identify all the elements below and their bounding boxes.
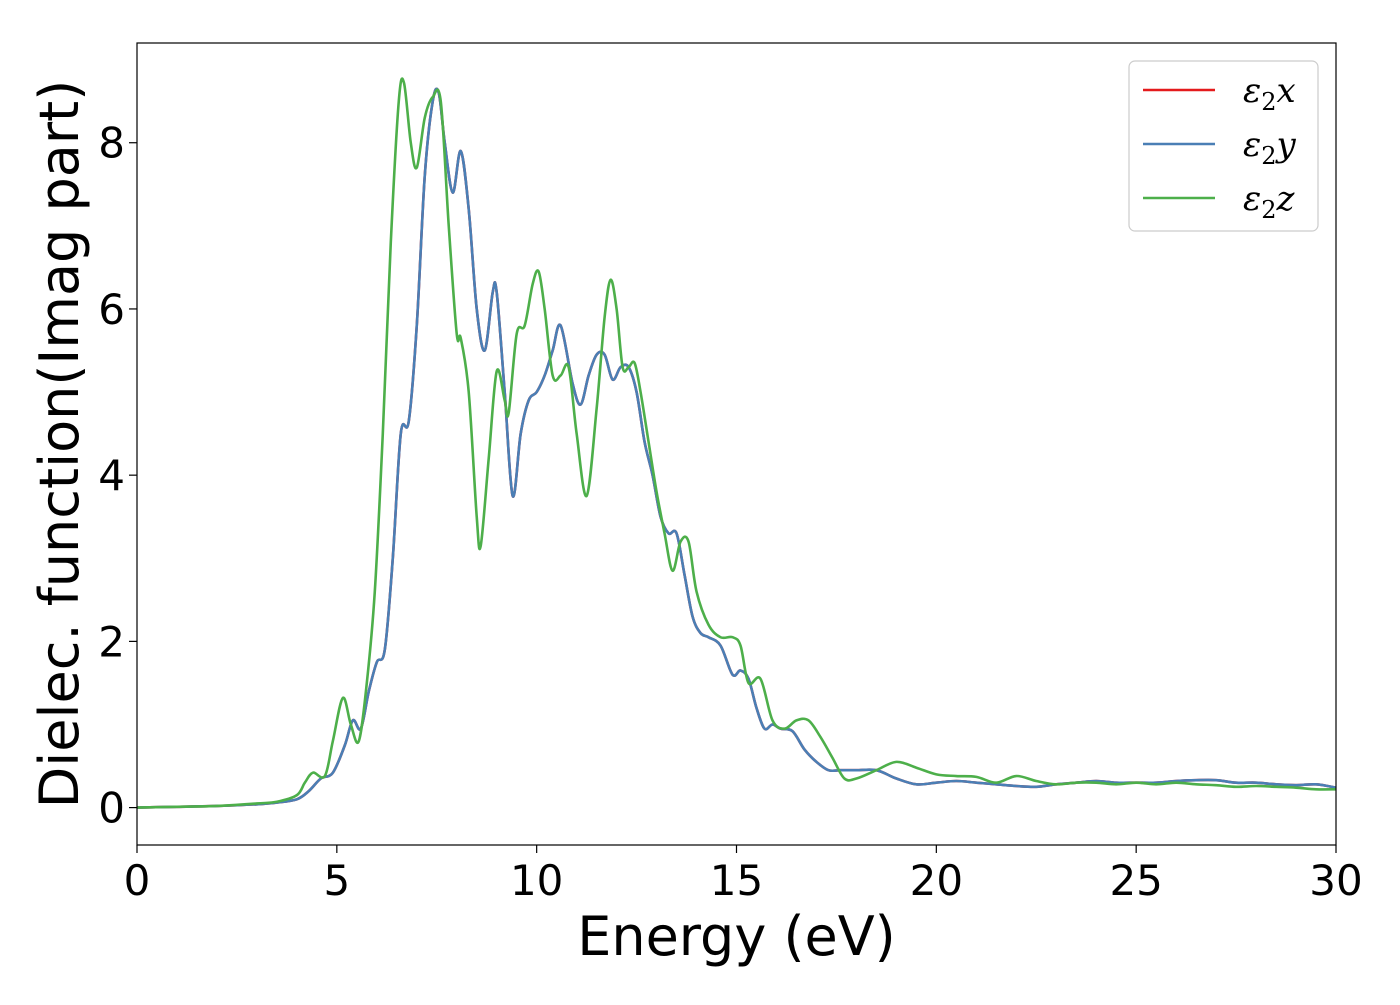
series-line-z	[137, 77, 1336, 809]
series-line-y	[137, 87, 1336, 809]
legend-box	[1128, 60, 1319, 232]
legend-label-sub: 2	[1261, 88, 1276, 116]
legend-label-var: y	[1275, 125, 1297, 165]
legend-label-y: ε2y	[1243, 125, 1297, 170]
legend-label-x: ε2x	[1243, 71, 1296, 116]
x-tick-label: 0	[124, 856, 151, 905]
y-axis-title: Dielec. function(Imag part)	[28, 80, 91, 809]
legend-label-base: ε	[1243, 125, 1261, 165]
x-tick-label: 30	[1309, 856, 1362, 905]
legend-label-base: ε	[1243, 71, 1261, 111]
legend-label-var: z	[1276, 179, 1296, 219]
x-tick-label: 15	[710, 856, 763, 905]
y-tick-label: 8	[98, 119, 125, 168]
y-tick-label: 2	[98, 617, 125, 666]
legend-label-sub: 2	[1261, 196, 1276, 224]
plot-lines	[137, 77, 1336, 809]
legend-label-base: ε	[1243, 179, 1261, 219]
y-tick-label: 6	[98, 285, 125, 334]
x-tick-label: 25	[1109, 856, 1162, 905]
legend-label-z: ε2z	[1243, 179, 1296, 224]
x-tick-label: 5	[323, 856, 350, 905]
legend-label-sub: 2	[1261, 142, 1276, 170]
legend-label-var: x	[1277, 71, 1296, 111]
y-tick-label: 0	[98, 784, 125, 833]
y-axis-ticks: 0 2 4 6 8	[98, 119, 137, 833]
x-tick-label: 10	[510, 856, 563, 905]
y-tick-label: 4	[98, 451, 125, 500]
x-axis-title: Energy (eV)	[577, 905, 896, 968]
x-tick-label: 20	[910, 856, 963, 905]
x-axis-ticks: 0 5 10 15 20 25 30	[124, 845, 1363, 905]
